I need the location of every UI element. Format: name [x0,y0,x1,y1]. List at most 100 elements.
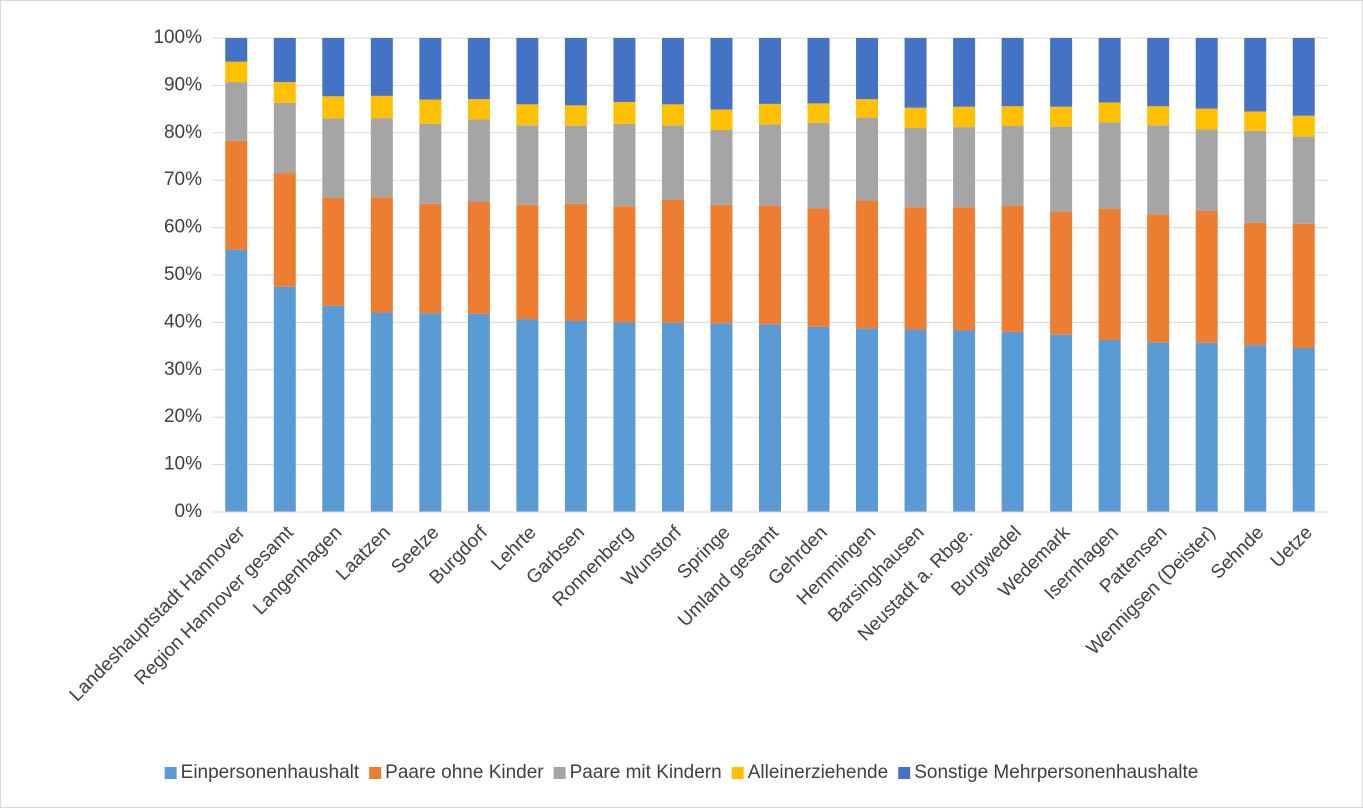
bar-segment [322,96,345,119]
bar-segment [419,313,442,512]
bar-segment [564,38,587,106]
y-tick-label: 80% [164,122,202,143]
bar-segment [1147,342,1170,512]
bar-segment [419,38,442,100]
bar-segment [564,320,587,512]
bar-segment [904,128,927,208]
bar-segment [370,312,393,512]
bar-segment [225,38,248,62]
bar-segment [1244,130,1267,223]
bar-segment [370,197,393,313]
bar-segment [1195,342,1218,512]
bar-segment [273,82,296,103]
bar-segment [1292,347,1315,512]
bar-segment [710,38,733,110]
bar-segment [564,125,587,204]
bar-segment [613,322,636,512]
bar-segment [1050,126,1073,212]
y-tick-label: 30% [164,359,202,380]
bar-segment [467,38,490,100]
legend-swatch [898,767,911,779]
bar-segment [225,140,248,250]
y-tick-label: 40% [164,311,202,332]
bar-segment [273,173,296,287]
bar-segment [419,123,442,204]
bar-segment [856,328,879,512]
bar-segment [467,99,490,120]
bar-segment [759,38,781,104]
bar-segment [1001,38,1024,107]
bar-segment [273,286,296,512]
bar-segment [516,125,539,205]
bar-segment [1195,211,1218,343]
bar-segment [516,319,539,512]
legend-swatch [731,767,744,779]
bar-segment [661,104,684,126]
bar-segment [273,38,296,83]
bar-segment [1050,334,1073,512]
legend-label: Alleinerziehende [748,762,889,783]
bar-segment [370,118,393,198]
bar-segment [661,322,684,512]
bar-segment [516,104,539,126]
bar-segment [1244,345,1267,512]
bar-segment [807,103,830,123]
bar-segment [1244,38,1267,112]
bar-segment [1195,129,1218,212]
bar-segment [467,313,490,512]
bar-segment [710,129,733,205]
bar-segment [322,38,345,97]
bar-segment [1147,125,1170,215]
bar-segment [1098,122,1121,209]
bar-segment [953,106,976,128]
bar-segment [759,324,781,512]
bar-segment [1292,115,1315,137]
y-tick-label: 70% [164,169,202,190]
legend-swatch [164,767,177,779]
bar-segment [225,249,248,513]
bar-segment [856,117,879,201]
legend-swatch [369,767,382,779]
bar-segment [1098,38,1121,103]
bar-segment [661,125,684,200]
bar-segment [904,107,927,129]
bar-segment [759,205,781,325]
legend-label: Sonstige Mehrpersonenhaushalte [914,762,1198,783]
bar-segment [1001,205,1024,332]
bar-segment [807,208,830,327]
bar-segment [1050,106,1073,127]
bar-segment [856,99,879,118]
legend-label: Paare ohne Kinder [385,762,544,783]
y-tick-label: 90% [164,74,202,95]
bar-segment [710,204,733,324]
bar-segment [225,61,248,83]
legend-label: Einpersonenhaushalt [181,762,360,783]
bar-segment [759,124,781,206]
bar-segment [1098,102,1121,123]
bar-segment [953,330,976,512]
bar-segment [1098,339,1121,512]
bar-segment [1195,108,1218,130]
bar-segment [856,38,879,100]
bar-segment [904,38,927,108]
bar-segment [1001,331,1024,512]
bar-segment [613,101,636,124]
bar-segment [273,102,296,174]
bar-segment [1147,214,1170,343]
bar-segment [1050,211,1073,335]
y-tick-label: 60% [164,217,202,238]
bar-segment [1147,106,1170,126]
bar-segment [419,203,442,314]
bar-segment [467,202,490,314]
bar-segment [953,127,976,208]
bar-segment [613,38,636,102]
bar-segment [419,99,442,124]
bar-segment [322,305,345,512]
bar-segment [1050,38,1073,107]
bar-segment [467,119,490,203]
bar-segment [953,38,976,107]
bar-segment [564,203,587,321]
bar-segment [710,323,733,512]
bar-segment [710,109,733,130]
